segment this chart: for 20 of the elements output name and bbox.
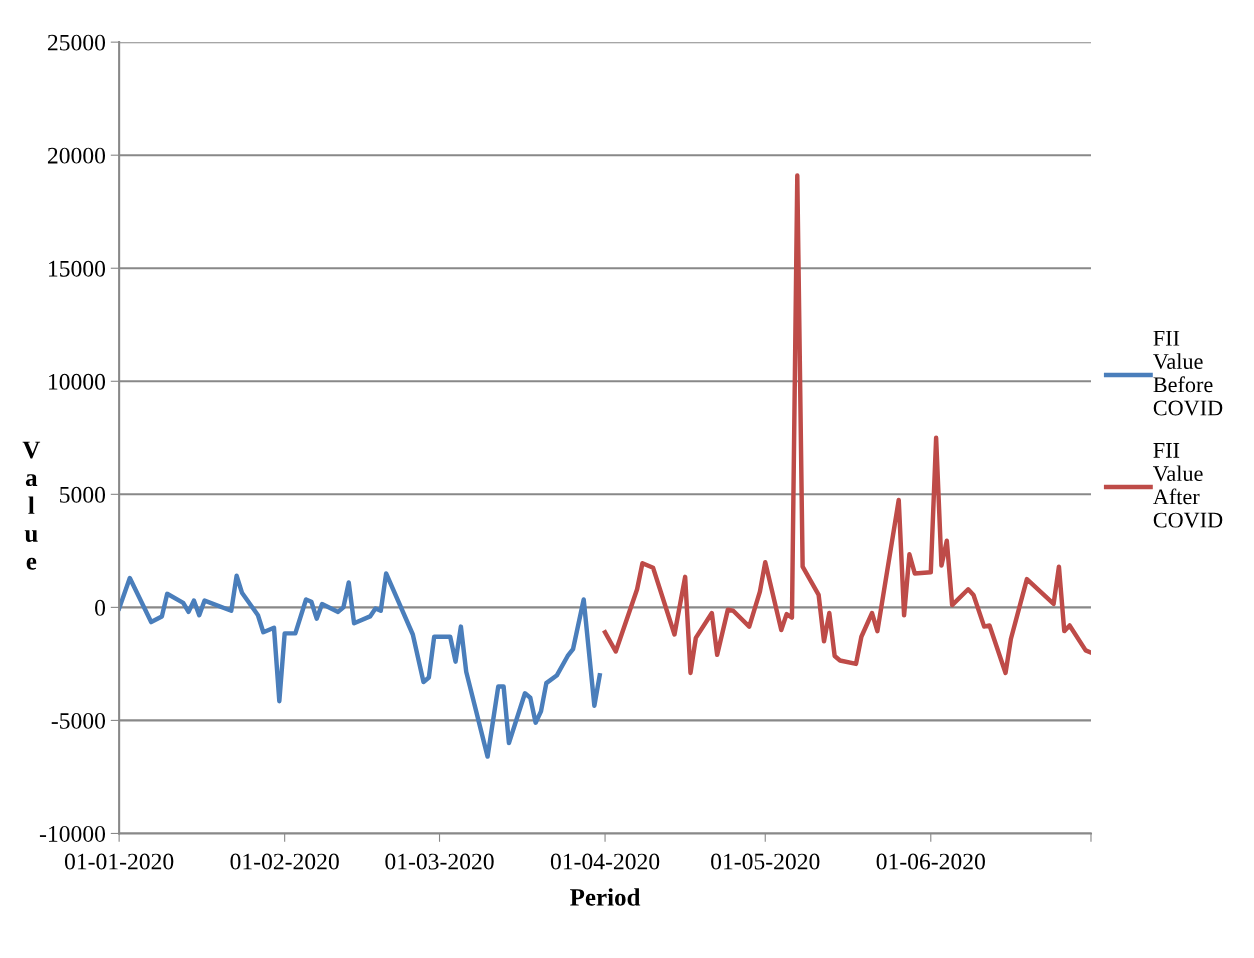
line-series [119, 571, 602, 759]
x-axis-title: Period [570, 888, 641, 906]
y-axis-title: Value [22, 441, 41, 570]
legend-label: FII Value Before COVID [1153, 330, 1223, 416]
y-tick-label: 15000 [48, 260, 106, 277]
x-tick-label: 01-05-2020 [711, 853, 820, 870]
y-tick-label: 0 [95, 599, 106, 616]
y-tick-label: 25000 [47, 34, 106, 51]
x-tick-label: 01-04-2020 [550, 853, 660, 870]
line-series [602, 173, 1091, 676]
x-tick-label: 01-01-2020 [64, 853, 174, 870]
x-tick-label: 01-02-2020 [230, 853, 339, 870]
y-tick-label: -10000 [39, 825, 106, 842]
x-tick-label: 01-06-2020 [876, 853, 985, 870]
y-tick-label: 10000 [48, 373, 106, 390]
y-tick-label: 20000 [47, 147, 106, 164]
y-tick-label: -5000 [51, 712, 106, 729]
x-tick-label: 01-03-2020 [385, 853, 494, 870]
y-tick-label: 5000 [60, 486, 106, 503]
legend-label: FII Value After COVID [1153, 443, 1223, 528]
